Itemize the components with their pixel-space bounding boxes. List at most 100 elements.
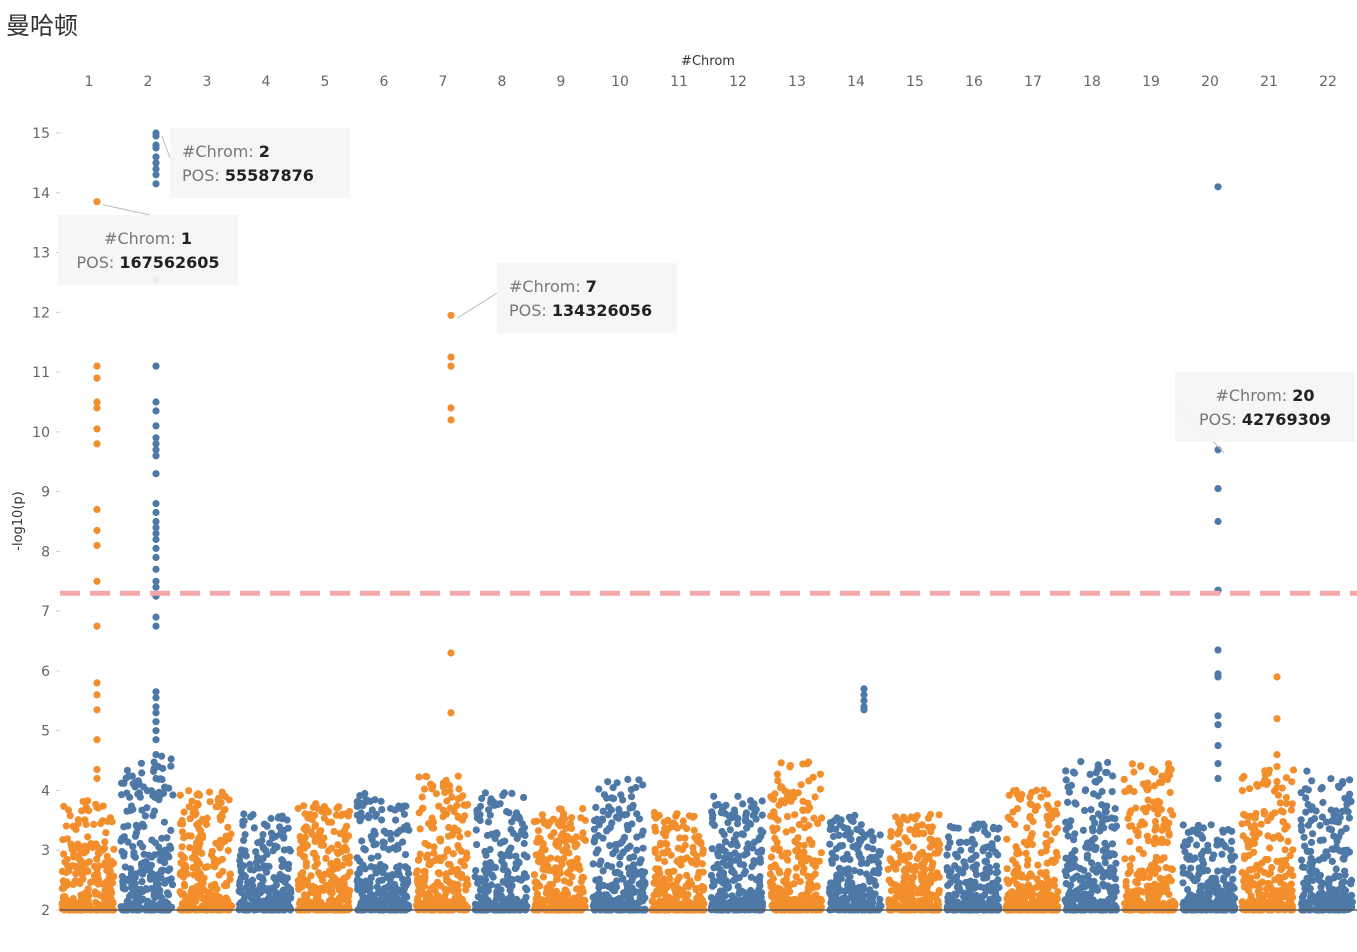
data-point[interactable] [806,803,814,812]
data-point[interactable] [381,863,389,871]
data-point[interactable] [508,882,516,890]
data-point[interactable] [675,858,683,867]
data-point[interactable] [922,893,931,901]
data-point[interactable] [767,853,776,861]
data-point[interactable] [1004,813,1012,822]
data-point[interactable] [803,889,811,898]
data-point[interactable] [341,826,349,834]
data-point[interactable] [312,855,320,863]
data-point[interactable] [473,841,481,849]
data-point[interactable] [83,859,91,867]
data-point[interactable] [246,860,254,868]
data-point[interactable] [1111,875,1119,883]
data-point[interactable] [766,870,775,878]
data-point[interactable] [884,865,892,873]
data-point[interactable] [485,806,493,814]
data-point[interactable] [353,854,361,862]
data-point[interactable] [403,876,412,884]
data-point[interactable] [1086,770,1094,779]
data-point[interactable] [1164,775,1172,784]
data-point[interactable] [927,865,936,873]
data-point[interactable] [63,855,71,864]
data-point[interactable] [945,872,954,880]
data-point[interactable] [444,860,453,868]
data-point[interactable] [811,793,819,801]
data-point[interactable] [143,885,151,894]
data-point[interactable] [635,815,644,823]
data-point[interactable] [304,898,312,906]
data-point[interactable] [1157,805,1165,814]
data-point[interactable] [971,822,979,830]
data-point[interactable] [280,833,288,841]
data-point[interactable] [1130,768,1138,776]
data-point[interactable] [236,878,244,886]
data-point[interactable] [589,860,597,868]
data-point[interactable] [964,878,972,886]
data-point[interactable] [750,838,759,846]
data-point[interactable] [914,853,922,862]
data-point[interactable] [161,879,169,887]
data-point[interactable] [367,863,375,871]
data-point[interactable] [106,862,114,871]
data-point[interactable] [413,867,421,875]
data-point[interactable] [651,845,659,854]
data-point[interactable] [137,759,145,767]
data-point[interactable] [933,869,941,877]
data-point[interactable] [179,903,187,911]
data-point[interactable] [195,847,203,855]
data-point[interactable] [391,806,399,814]
data-point[interactable] [652,827,660,835]
data-point[interactable] [1070,769,1079,777]
data-point[interactable] [386,890,394,898]
data-point[interactable] [380,884,388,893]
data-point[interactable] [446,782,454,790]
data-point[interactable] [778,895,786,903]
data-point[interactable] [1100,882,1108,890]
data-point[interactable] [971,878,979,886]
data-point[interactable] [195,892,203,901]
data-point[interactable] [1089,827,1097,835]
data-point[interactable] [979,820,987,828]
data-point[interactable] [358,837,366,845]
data-point[interactable] [327,860,335,868]
data-point[interactable] [430,843,438,851]
data-point[interactable] [238,846,246,854]
data-point[interactable] [334,882,342,891]
data-point[interactable] [372,869,380,877]
data-point[interactable] [217,816,225,824]
data-point[interactable] [1022,849,1030,858]
data-point[interactable] [887,832,895,841]
data-point[interactable] [935,811,943,819]
data-point[interactable] [931,849,939,857]
data-point[interactable] [1065,788,1073,796]
data-point[interactable] [402,892,410,900]
data-point[interactable] [603,861,612,870]
data-point[interactable] [1026,800,1034,808]
data-point[interactable] [782,875,790,884]
data-point[interactable] [432,790,440,798]
data-point[interactable] [709,876,717,885]
data-point[interactable] [603,794,611,802]
data-point[interactable] [550,829,558,837]
data-point[interactable] [1034,904,1042,913]
data-point[interactable] [1053,852,1061,861]
data-point[interactable] [123,875,131,884]
data-point[interactable] [394,828,402,837]
data-point[interactable] [68,862,76,870]
data-point[interactable] [169,791,177,799]
data-point[interactable] [718,827,726,836]
data-point[interactable] [624,826,632,834]
data-point[interactable] [300,844,308,853]
data-point[interactable] [124,838,132,846]
data-point[interactable] [758,797,766,805]
data-point[interactable] [180,834,188,842]
data-point[interactable] [457,858,465,866]
data-point[interactable] [1024,881,1032,889]
data-point[interactable] [514,858,522,866]
data-point[interactable] [178,828,186,836]
data-point[interactable] [869,845,877,853]
data-point[interactable] [1070,836,1078,844]
data-point[interactable] [775,867,783,875]
data-point[interactable] [370,901,378,909]
data-point[interactable] [461,902,469,911]
